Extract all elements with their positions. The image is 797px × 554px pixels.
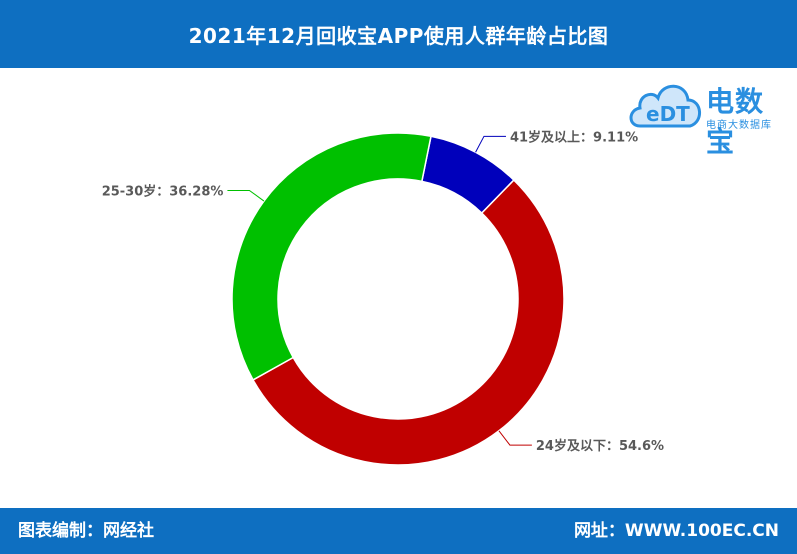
leader-line-1: [498, 430, 532, 446]
slice-label-1: 24岁及以下：54.6%: [536, 438, 664, 454]
donut-slice-1: [252, 179, 565, 466]
page-title: 2021年12月回收宝APP使用人群年龄占比图: [188, 23, 609, 48]
leader-line-2: [227, 189, 265, 202]
footer-bar: 图表编制：网经社 网址：WWW.100EC.CN: [0, 508, 797, 554]
slice-label-2: 25-30岁：36.28%: [102, 183, 224, 199]
footer-website: 网址：WWW.100EC.CN: [573, 521, 779, 541]
logo: eDT 电数宝 电商大数据库: [626, 74, 792, 158]
header-bar: 2021年12月回收宝APP使用人群年龄占比图: [0, 0, 797, 68]
leader-line-0: [475, 135, 506, 153]
cloud-logo-icon: eDT: [629, 84, 701, 128]
logo-subtitle: 电商大数据库: [706, 120, 772, 131]
donut-chart-svg: 41岁及以上：9.11% 24岁及以下：54.6% 25-30岁：36.28%: [102, 129, 664, 466]
donut-chart: 41岁及以上：9.11% 24岁及以下：54.6% 25-30岁：36.28%: [0, 68, 797, 508]
logo-brand: 电数宝: [706, 85, 765, 158]
svg-text:eDT: eDT: [646, 102, 690, 126]
footer-source: 图表编制：网经社: [18, 521, 154, 541]
donut-slice-2: [231, 132, 432, 381]
slice-label-0: 41岁及以上：9.11%: [510, 129, 638, 145]
